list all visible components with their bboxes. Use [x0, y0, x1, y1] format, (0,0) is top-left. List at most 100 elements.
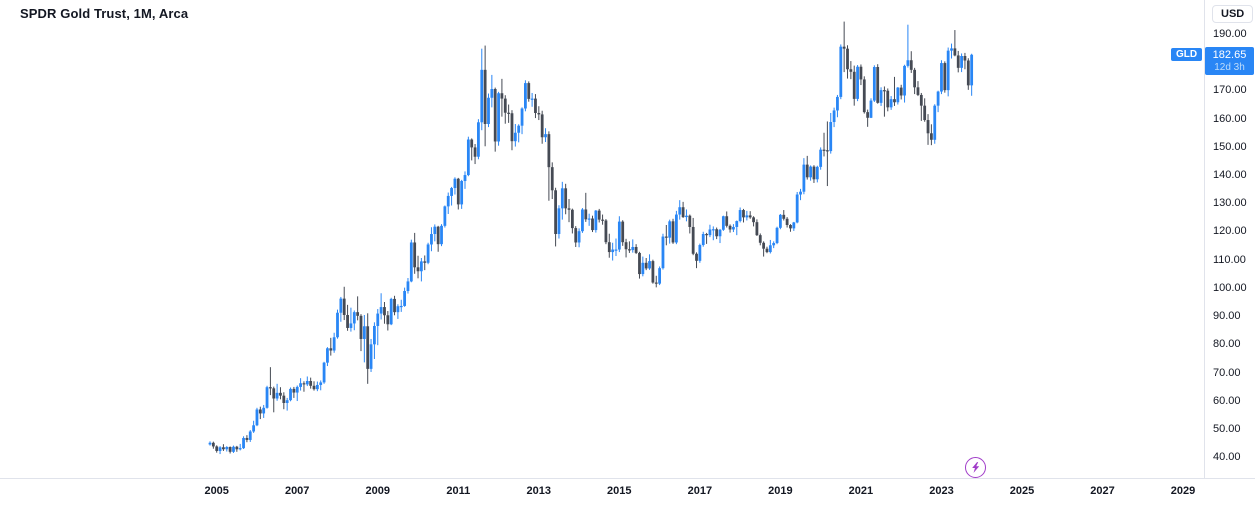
candle[interactable]: [768, 239, 772, 254]
candle[interactable]: [909, 51, 913, 73]
candle[interactable]: [554, 187, 557, 247]
candle[interactable]: [869, 98, 873, 119]
candle[interactable]: [883, 86, 886, 117]
candle[interactable]: [819, 147, 823, 170]
candle[interactable]: [544, 128, 547, 143]
candle[interactable]: [728, 224, 732, 233]
candle[interactable]: [386, 311, 390, 331]
candle[interactable]: [403, 287, 407, 307]
candle[interactable]: [674, 210, 678, 245]
candle[interactable]: [299, 378, 302, 391]
candle[interactable]: [842, 21, 846, 73]
candle[interactable]: [537, 106, 541, 121]
candle[interactable]: [916, 81, 920, 97]
candle[interactable]: [332, 332, 336, 353]
candle[interactable]: [601, 214, 604, 225]
candle[interactable]: [742, 208, 745, 223]
candle[interactable]: [859, 64, 863, 86]
candle[interactable]: [406, 278, 410, 294]
candle[interactable]: [426, 242, 430, 265]
candle[interactable]: [362, 314, 366, 363]
candle[interactable]: [872, 65, 876, 102]
candle[interactable]: [805, 155, 809, 180]
candle[interactable]: [732, 224, 735, 233]
candle[interactable]: [856, 65, 859, 102]
candle[interactable]: [711, 226, 715, 241]
candle[interactable]: [825, 121, 829, 187]
candle[interactable]: [393, 295, 396, 316]
candle[interactable]: [228, 446, 232, 454]
candle[interactable]: [399, 299, 403, 312]
candle[interactable]: [614, 238, 618, 257]
candle[interactable]: [725, 211, 729, 228]
candle[interactable]: [466, 136, 470, 177]
candle[interactable]: [943, 61, 947, 93]
candle[interactable]: [456, 177, 460, 210]
candle[interactable]: [255, 407, 259, 427]
candle[interactable]: [517, 124, 521, 143]
candle[interactable]: [211, 441, 215, 449]
candle[interactable]: [275, 383, 279, 401]
candle[interactable]: [940, 60, 943, 95]
candle[interactable]: [289, 387, 292, 402]
candle[interactable]: [591, 215, 594, 233]
candle[interactable]: [570, 208, 574, 234]
candle[interactable]: [628, 241, 631, 253]
candle[interactable]: [789, 224, 792, 232]
candle[interactable]: [272, 386, 276, 413]
candle[interactable]: [436, 225, 440, 252]
candle[interactable]: [567, 199, 571, 223]
candle[interactable]: [862, 76, 866, 114]
candle[interactable]: [748, 211, 752, 219]
candle[interactable]: [752, 216, 755, 227]
candle[interactable]: [644, 258, 648, 271]
candle[interactable]: [587, 213, 591, 226]
candle[interactable]: [507, 104, 511, 123]
candle[interactable]: [664, 224, 668, 246]
candle[interactable]: [758, 233, 762, 246]
candle[interactable]: [879, 87, 883, 106]
candle[interactable]: [906, 24, 910, 68]
candle[interactable]: [597, 208, 601, 223]
candle[interactable]: [779, 213, 782, 230]
candle[interactable]: [735, 220, 739, 236]
candle[interactable]: [782, 210, 786, 221]
candle[interactable]: [302, 381, 306, 392]
candle[interactable]: [483, 45, 487, 147]
candle[interactable]: [929, 124, 933, 146]
candle[interactable]: [574, 226, 578, 247]
candle[interactable]: [946, 47, 950, 97]
candle[interactable]: [520, 107, 524, 135]
candle[interactable]: [671, 218, 675, 244]
candle[interactable]: [641, 256, 645, 277]
candle[interactable]: [960, 53, 963, 73]
candle[interactable]: [681, 201, 685, 218]
candle[interactable]: [366, 313, 370, 384]
candle[interactable]: [480, 48, 484, 131]
candle[interactable]: [695, 252, 698, 269]
candle[interactable]: [269, 367, 272, 396]
candle[interactable]: [654, 275, 658, 288]
candle[interactable]: [369, 338, 373, 372]
candle[interactable]: [513, 123, 517, 147]
candle[interactable]: [389, 297, 393, 326]
candle[interactable]: [252, 420, 256, 433]
candle[interactable]: [540, 110, 544, 144]
candle[interactable]: [963, 52, 967, 70]
candle[interactable]: [809, 165, 812, 181]
candle[interactable]: [705, 232, 708, 244]
candle[interactable]: [802, 158, 806, 195]
candle[interactable]: [970, 53, 974, 96]
candle[interactable]: [396, 304, 400, 319]
candle[interactable]: [886, 88, 890, 112]
candle[interactable]: [638, 251, 641, 279]
candle[interactable]: [604, 219, 608, 245]
candle[interactable]: [262, 404, 266, 418]
candle[interactable]: [359, 314, 363, 352]
candle[interactable]: [832, 107, 836, 128]
candle[interactable]: [376, 309, 380, 346]
candle[interactable]: [849, 61, 853, 80]
candle[interactable]: [534, 94, 537, 119]
candle[interactable]: [557, 205, 561, 239]
candle[interactable]: [852, 65, 856, 106]
